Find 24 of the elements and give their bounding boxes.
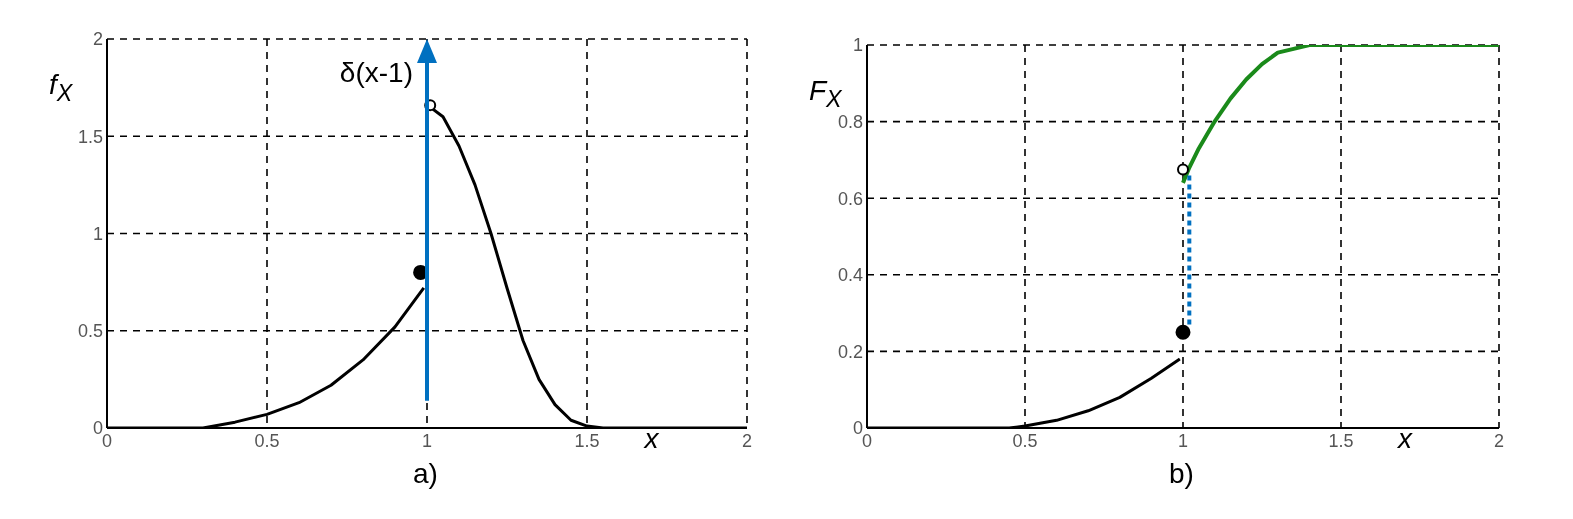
y-tick-label: 1 — [92, 223, 103, 244]
text: a) — [413, 458, 438, 490]
x-tick-label: 2 — [741, 430, 753, 451]
x-axis-title: x — [644, 423, 659, 455]
text: b) — [1169, 458, 1194, 490]
y-tick-label: 1.5 — [77, 126, 103, 147]
x-tick-label: 0.5 — [254, 430, 280, 451]
y-axis-title: f$_{X}$ — [49, 69, 73, 107]
x-tick-label: 1.5 — [1328, 430, 1354, 451]
y-tick-label: 2 — [92, 29, 103, 50]
y-tick-label: 0.5 — [77, 321, 103, 342]
y-axis-title: F$_{X}$ — [809, 75, 842, 113]
y-tick-label: 0.4 — [837, 265, 863, 286]
x-axis-title: x — [1397, 423, 1412, 455]
x-tick-label: 2 — [1493, 430, 1505, 451]
x-tick-label: 1 — [1177, 430, 1189, 451]
x-tick-label: 1.5 — [574, 430, 600, 451]
x-tick-label: 1 — [421, 430, 433, 451]
x-tick-label: 0.5 — [1012, 430, 1038, 451]
ref-line-label: δ(x-1) — [339, 57, 413, 89]
y-tick-label: 0.2 — [837, 341, 863, 362]
y-tick-label: 1 — [852, 35, 863, 56]
y-tick-label: 0.8 — [837, 111, 863, 132]
y-tick-label: 0.6 — [837, 188, 863, 209]
